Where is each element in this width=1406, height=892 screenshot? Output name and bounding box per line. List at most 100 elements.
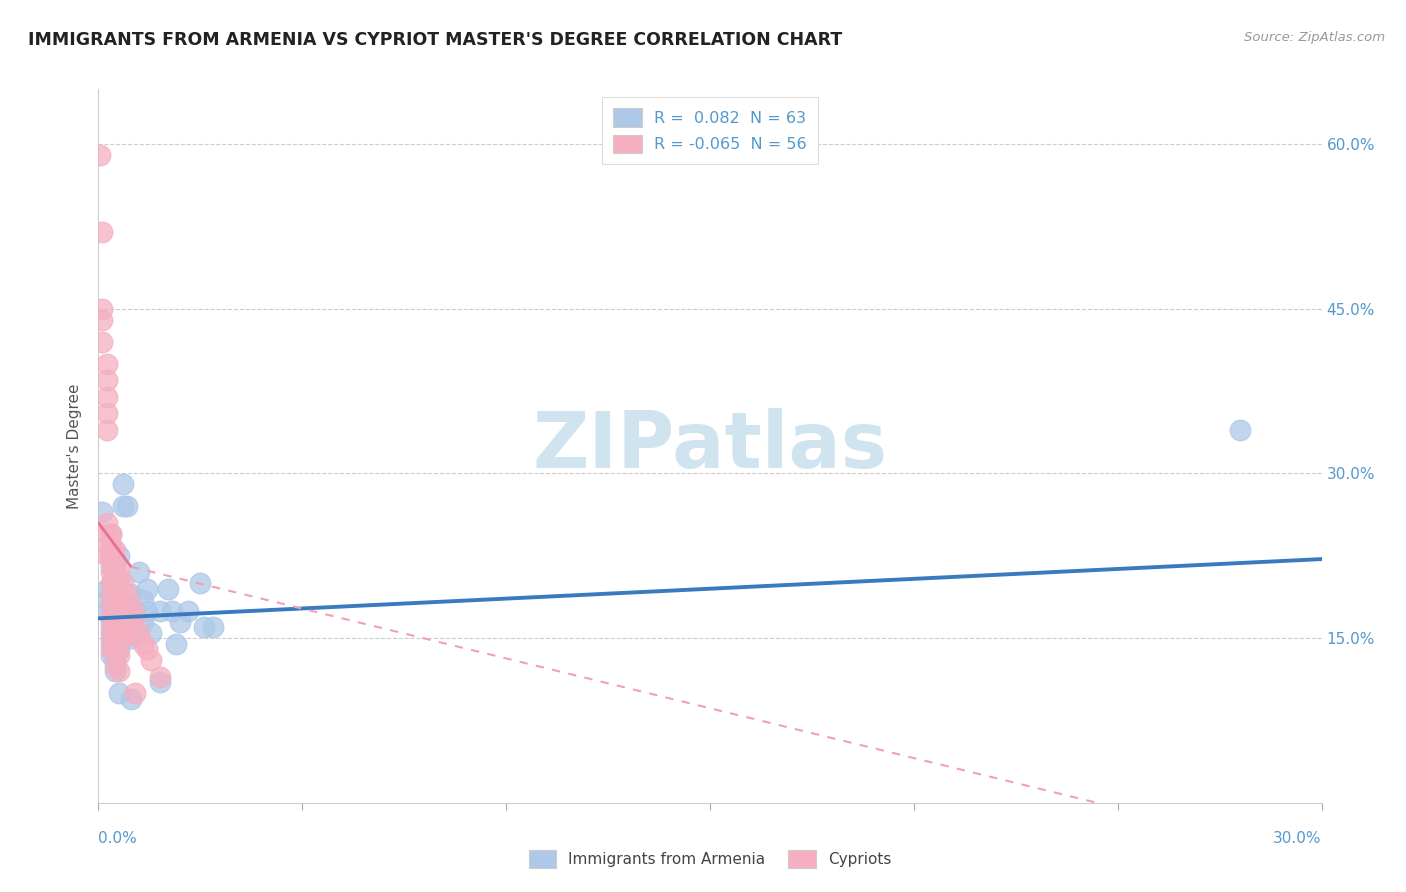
Point — [193, 620, 215, 634]
Point — [120, 631, 142, 645]
Point — [91, 225, 114, 239]
Point — [108, 648, 131, 662]
Point — [120, 587, 142, 601]
Point — [100, 538, 122, 552]
Point — [108, 582, 131, 596]
Point — [128, 566, 150, 580]
Point — [188, 576, 212, 591]
Point — [111, 576, 134, 591]
Point — [111, 477, 134, 491]
Point — [96, 406, 118, 420]
Point — [96, 549, 118, 563]
Point — [108, 604, 131, 618]
Point — [108, 664, 131, 678]
Point — [104, 642, 127, 657]
Point — [111, 631, 134, 645]
Point — [177, 604, 200, 618]
Point — [91, 312, 114, 326]
Point — [108, 615, 131, 629]
Point — [100, 625, 122, 640]
Point — [100, 554, 122, 568]
Point — [115, 598, 138, 612]
Point — [100, 604, 122, 618]
Point — [91, 505, 114, 519]
Point — [104, 592, 127, 607]
Point — [120, 615, 142, 629]
Point — [100, 631, 122, 645]
Point — [104, 543, 127, 558]
Point — [124, 625, 146, 640]
Point — [111, 592, 134, 607]
Point — [115, 615, 138, 629]
Point — [115, 587, 138, 601]
Point — [100, 549, 122, 563]
Point — [104, 559, 127, 574]
Point — [96, 526, 118, 541]
Point — [100, 582, 122, 596]
Point — [132, 637, 155, 651]
Point — [96, 516, 118, 530]
Point — [111, 598, 134, 612]
Point — [100, 615, 122, 629]
Point — [104, 576, 127, 591]
Point — [108, 587, 131, 601]
Point — [120, 620, 142, 634]
Point — [104, 625, 127, 640]
Point — [100, 609, 122, 624]
Point — [108, 620, 131, 634]
Point — [132, 615, 155, 629]
Point — [100, 598, 122, 612]
Point — [149, 675, 172, 690]
Text: ZIPatlas: ZIPatlas — [533, 408, 887, 484]
Point — [96, 582, 118, 596]
Point — [100, 526, 122, 541]
Point — [120, 691, 142, 706]
Point — [96, 357, 118, 371]
Point — [104, 554, 127, 568]
Point — [104, 604, 127, 618]
Point — [141, 653, 163, 667]
Point — [108, 566, 131, 580]
Point — [89, 148, 111, 162]
Point — [104, 609, 127, 624]
Point — [108, 686, 131, 700]
Text: IMMIGRANTS FROM ARMENIA VS CYPRIOT MASTER'S DEGREE CORRELATION CHART: IMMIGRANTS FROM ARMENIA VS CYPRIOT MASTE… — [28, 31, 842, 49]
Point — [96, 592, 118, 607]
Point — [120, 598, 142, 612]
Text: 0.0%: 0.0% — [98, 831, 138, 847]
Point — [104, 625, 127, 640]
Point — [100, 526, 122, 541]
Point — [108, 598, 131, 612]
Y-axis label: Master's Degree: Master's Degree — [67, 384, 83, 508]
Point — [104, 653, 127, 667]
Point — [124, 686, 146, 700]
Point — [115, 500, 138, 514]
Point — [104, 664, 127, 678]
Point — [100, 648, 122, 662]
Point — [96, 390, 118, 404]
Point — [136, 642, 159, 657]
Point — [111, 631, 134, 645]
Point — [96, 423, 118, 437]
Point — [201, 620, 224, 634]
Legend: Immigrants from Armenia, Cypriots: Immigrants from Armenia, Cypriots — [519, 841, 901, 877]
Point — [100, 637, 122, 651]
Point — [100, 566, 122, 580]
Point — [120, 604, 142, 618]
Text: Source: ZipAtlas.com: Source: ZipAtlas.com — [1244, 31, 1385, 45]
Point — [104, 658, 127, 673]
Point — [104, 642, 127, 657]
Point — [132, 592, 155, 607]
Point — [100, 587, 122, 601]
Point — [96, 538, 118, 552]
Point — [128, 625, 150, 640]
Point — [115, 625, 138, 640]
Point — [136, 582, 159, 596]
Point — [115, 604, 138, 618]
Text: 30.0%: 30.0% — [1274, 831, 1322, 847]
Point — [111, 500, 134, 514]
Point — [100, 642, 122, 657]
Point — [108, 571, 131, 585]
Point — [108, 642, 131, 657]
Point — [100, 576, 122, 591]
